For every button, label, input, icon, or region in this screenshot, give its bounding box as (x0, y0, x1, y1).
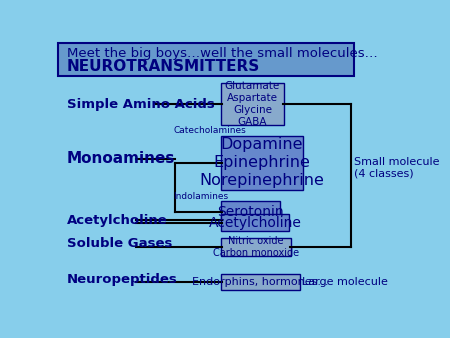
Text: NEUROTRANSMITTERS: NEUROTRANSMITTERS (67, 59, 260, 74)
Text: Serotonin: Serotonin (217, 205, 284, 219)
Text: Small molecule
(4 classes): Small molecule (4 classes) (355, 157, 440, 179)
Text: Dopamine
Epinephrine
Norepinephrine: Dopamine Epinephrine Norepinephrine (199, 137, 324, 188)
Text: Monoamines: Monoamines (67, 151, 175, 167)
FancyBboxPatch shape (221, 274, 300, 290)
Text: Indolamines: Indolamines (173, 192, 228, 201)
FancyBboxPatch shape (221, 83, 284, 125)
Text: Meet the big boys…well the small molecules…: Meet the big boys…well the small molecul… (67, 47, 378, 60)
Text: Large molecule: Large molecule (302, 277, 388, 287)
Text: Neuropeptides: Neuropeptides (67, 273, 177, 287)
Text: Glutamate
Aspartate
Glycine
GABA: Glutamate Aspartate Glycine GABA (225, 81, 280, 127)
Text: Soluble Gases: Soluble Gases (67, 237, 172, 250)
FancyBboxPatch shape (221, 238, 291, 256)
Text: Acetylcholine: Acetylcholine (67, 214, 167, 227)
FancyBboxPatch shape (221, 214, 289, 231)
Text: Simple Amino Acids: Simple Amino Acids (67, 98, 215, 111)
Text: Acetylcholine: Acetylcholine (209, 216, 302, 230)
FancyBboxPatch shape (221, 136, 303, 190)
FancyBboxPatch shape (221, 201, 280, 222)
Text: Endorphins, hormones…: Endorphins, hormones… (192, 277, 328, 287)
Text: Catecholamines: Catecholamines (173, 126, 246, 135)
Text: Nitric oxide
Carbon monoxide: Nitric oxide Carbon monoxide (213, 236, 299, 258)
FancyBboxPatch shape (58, 43, 355, 76)
